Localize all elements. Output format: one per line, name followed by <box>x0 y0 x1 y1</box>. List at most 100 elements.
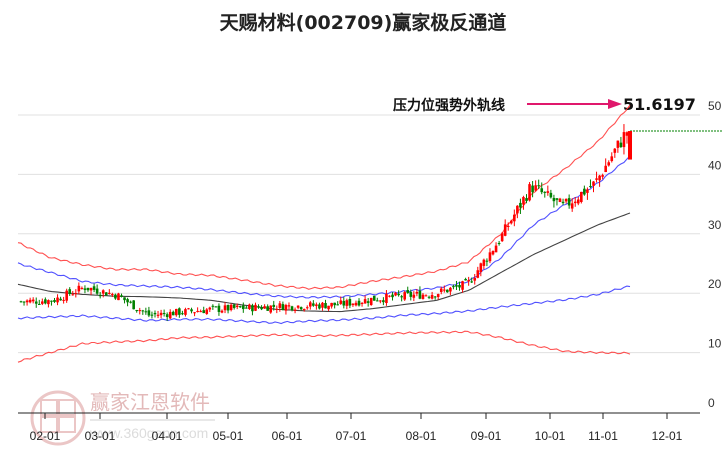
candle-body <box>531 185 534 193</box>
candle-body <box>184 309 187 315</box>
candle-body <box>567 198 571 206</box>
candle-body <box>28 299 32 303</box>
candle-body <box>132 300 135 310</box>
candle-body <box>156 314 160 316</box>
candle-body <box>583 188 586 195</box>
candle-body <box>318 304 321 309</box>
axes: 02-01 03-01 04-01 05-01 06-01 07-01 08-01 09-01… <box>18 412 700 443</box>
watermark-logo-icon <box>30 390 86 446</box>
candle-body <box>622 132 626 148</box>
candle-body <box>129 301 132 303</box>
candle-body <box>598 175 601 181</box>
candle-body <box>525 198 528 201</box>
candle-body <box>202 310 206 314</box>
candle-body <box>242 305 245 310</box>
candle-body <box>44 299 47 304</box>
candle-body <box>187 308 190 310</box>
candle-body <box>366 301 370 303</box>
candle-body <box>509 220 513 224</box>
upper-outer-band <box>17 104 631 290</box>
chart-title: 天赐材料(002709)赢家极反通道 <box>219 12 507 34</box>
candle-body <box>165 314 169 317</box>
annotation: 压力位强势外轨线 51.6197 <box>393 95 696 114</box>
candle-body <box>348 298 352 306</box>
candle-body <box>540 188 544 193</box>
candle-body <box>260 307 263 310</box>
candle-body <box>360 302 364 304</box>
middle-line <box>17 212 631 313</box>
candle-body <box>65 290 68 301</box>
candle-body <box>537 185 540 187</box>
candle-body <box>162 313 166 315</box>
candle-body <box>476 270 480 278</box>
last-candle <box>628 131 632 160</box>
candle-body <box>269 305 273 313</box>
watermark: 赢家江恩软件 www.360gann.com <box>30 390 215 446</box>
candle-body <box>403 292 406 300</box>
candle-body <box>275 309 279 311</box>
candle-body <box>47 300 50 305</box>
candle-body <box>546 191 550 193</box>
candle-body <box>394 292 397 296</box>
candle-body <box>229 304 233 311</box>
candle-body <box>114 294 117 299</box>
candle-body <box>62 299 65 301</box>
candle-body <box>290 306 294 310</box>
x-tick-label: 05-01 <box>213 429 244 443</box>
candle-body <box>391 294 394 298</box>
candle-body <box>217 305 221 312</box>
candle-body <box>86 287 90 291</box>
candle-body <box>98 295 102 297</box>
annotation-value: 51.6197 <box>623 95 696 114</box>
y-tick-label: 50 <box>708 99 722 113</box>
candle-body <box>452 286 455 288</box>
candle-body <box>607 162 611 166</box>
candle-body <box>37 303 41 305</box>
candle-body <box>580 191 583 202</box>
candle-body <box>385 293 388 303</box>
candle-body <box>68 289 72 294</box>
candle-body <box>281 304 285 311</box>
candle-body <box>19 301 23 303</box>
arrow-head-icon <box>608 99 622 109</box>
candle-body <box>616 140 620 148</box>
candle-body <box>586 189 589 193</box>
candle-body <box>120 295 123 297</box>
candle-body <box>372 295 376 301</box>
candle-body <box>80 287 84 289</box>
candle-body <box>379 300 382 302</box>
candle-body <box>299 307 303 310</box>
y-tick-label: 10 <box>708 337 722 351</box>
candle-body <box>339 300 343 304</box>
candle-body <box>333 302 336 306</box>
y-tick-label: 40 <box>708 158 722 172</box>
candle-body <box>470 281 473 283</box>
candle-body <box>251 305 254 312</box>
candle-body <box>211 305 215 307</box>
candle-body <box>503 224 507 236</box>
candle-body <box>108 292 111 294</box>
candle-body <box>406 290 410 293</box>
candle-body <box>138 310 142 312</box>
candle-body <box>625 132 629 136</box>
candle-body <box>220 310 224 313</box>
candle-body <box>214 306 218 308</box>
candle-body <box>83 288 87 290</box>
candle-body <box>159 312 163 316</box>
candle-body <box>315 304 318 307</box>
candle-body <box>272 304 276 307</box>
x-tick-label: 07-01 <box>336 429 367 443</box>
candle-body <box>111 293 114 295</box>
candle-body <box>254 304 257 311</box>
candle-body <box>278 303 282 308</box>
candle-body <box>74 293 78 295</box>
candle-body <box>415 291 419 294</box>
y-tick-label: 20 <box>708 277 722 291</box>
candle-body <box>71 294 75 296</box>
candle-body <box>549 192 553 198</box>
candle-body <box>449 287 452 292</box>
lower-outer-band <box>17 330 631 363</box>
candle-body <box>397 293 400 296</box>
candle-body <box>522 197 525 205</box>
